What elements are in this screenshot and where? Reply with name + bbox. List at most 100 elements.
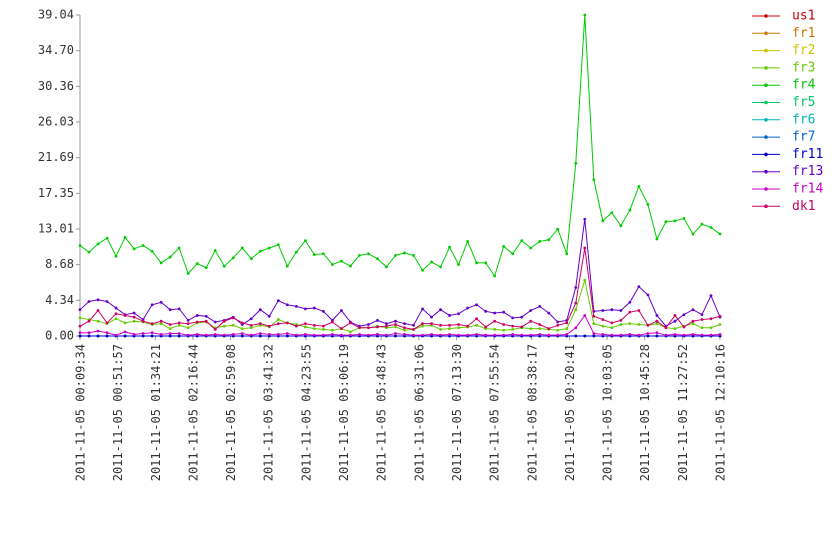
y-tick-label: 8.68 bbox=[45, 257, 74, 271]
legend-label: fr2 bbox=[792, 43, 815, 58]
data-point bbox=[195, 262, 199, 266]
data-point bbox=[186, 333, 190, 337]
data-point bbox=[529, 319, 533, 323]
data-point bbox=[78, 334, 82, 338]
data-point bbox=[168, 255, 172, 259]
data-point bbox=[619, 323, 623, 326]
legend-label: fr3 bbox=[792, 60, 815, 75]
data-point bbox=[718, 332, 722, 336]
data-point bbox=[439, 308, 442, 312]
data-point bbox=[628, 332, 632, 336]
data-point bbox=[376, 318, 379, 322]
data-point bbox=[114, 254, 118, 258]
data-point bbox=[240, 334, 244, 338]
data-point bbox=[96, 334, 100, 338]
data-point bbox=[78, 244, 82, 247]
data-point bbox=[493, 333, 497, 337]
legend-marker bbox=[764, 48, 768, 53]
series-line bbox=[80, 314, 721, 336]
data-point bbox=[601, 332, 605, 336]
data-point bbox=[592, 322, 596, 326]
data-point bbox=[258, 308, 262, 312]
data-point bbox=[249, 317, 253, 321]
data-point bbox=[394, 332, 397, 335]
data-point bbox=[565, 327, 569, 330]
data-point bbox=[394, 319, 397, 323]
data-point bbox=[177, 246, 181, 250]
data-point bbox=[367, 326, 370, 330]
data-point bbox=[646, 334, 650, 338]
data-point bbox=[628, 300, 632, 304]
data-point bbox=[141, 319, 145, 323]
data-point bbox=[222, 319, 226, 323]
data-point bbox=[186, 322, 190, 326]
data-point bbox=[601, 324, 605, 328]
data-point bbox=[583, 246, 587, 250]
data-point bbox=[303, 325, 307, 329]
data-point bbox=[439, 323, 442, 327]
data-point bbox=[700, 318, 704, 321]
data-point bbox=[358, 326, 361, 330]
data-point bbox=[132, 332, 136, 336]
y-tick-label: 0.00 bbox=[45, 329, 74, 343]
data-point bbox=[592, 178, 596, 182]
legend-label: fr13 bbox=[792, 164, 823, 179]
data-point bbox=[637, 309, 641, 312]
data-point bbox=[87, 331, 91, 335]
data-point bbox=[718, 232, 722, 236]
data-point bbox=[276, 318, 280, 321]
data-point bbox=[258, 322, 262, 326]
data-point bbox=[574, 161, 578, 165]
data-point bbox=[204, 333, 208, 337]
legend-label: fr6 bbox=[792, 112, 815, 127]
x-tick-label: 2011-11-05 00:51:57 bbox=[111, 344, 125, 481]
data-point bbox=[249, 333, 253, 337]
data-point bbox=[547, 238, 551, 242]
data-point bbox=[547, 333, 551, 337]
data-point bbox=[141, 334, 145, 338]
data-point bbox=[195, 314, 199, 317]
data-point bbox=[231, 323, 235, 327]
legend-marker bbox=[764, 14, 768, 18]
data-point bbox=[457, 263, 460, 266]
data-point bbox=[664, 333, 668, 337]
data-point bbox=[709, 294, 713, 298]
data-point bbox=[385, 324, 388, 328]
y-tick-label: 30.36 bbox=[38, 79, 74, 93]
data-point bbox=[709, 226, 713, 229]
legend-marker bbox=[764, 169, 768, 174]
x-tick-label: 2011-11-05 05:06:19 bbox=[337, 344, 351, 481]
data-point bbox=[529, 333, 533, 337]
data-point bbox=[276, 299, 280, 303]
data-point bbox=[312, 327, 316, 330]
data-point bbox=[448, 323, 451, 327]
data-point bbox=[484, 261, 488, 265]
series bbox=[78, 217, 722, 328]
data-point bbox=[574, 286, 578, 289]
data-point bbox=[682, 313, 686, 317]
data-point bbox=[204, 266, 208, 270]
data-point bbox=[150, 249, 154, 253]
data-point bbox=[565, 252, 569, 256]
data-point bbox=[421, 324, 424, 328]
data-point bbox=[258, 249, 262, 253]
data-point bbox=[213, 249, 217, 252]
data-point bbox=[340, 327, 343, 330]
data-point bbox=[385, 265, 388, 269]
series-line bbox=[79, 279, 721, 333]
data-point bbox=[637, 285, 641, 289]
data-point bbox=[556, 323, 560, 327]
data-point bbox=[520, 239, 524, 243]
data-point bbox=[691, 308, 695, 312]
data-point bbox=[538, 240, 542, 243]
data-point bbox=[448, 332, 451, 336]
data-point bbox=[430, 315, 433, 319]
data-point bbox=[303, 307, 307, 311]
data-point bbox=[249, 326, 253, 330]
data-point bbox=[655, 331, 659, 335]
data-point bbox=[673, 327, 677, 330]
data-point bbox=[267, 314, 271, 318]
data-point bbox=[592, 314, 596, 318]
data-point bbox=[78, 331, 82, 335]
data-point bbox=[330, 263, 334, 266]
